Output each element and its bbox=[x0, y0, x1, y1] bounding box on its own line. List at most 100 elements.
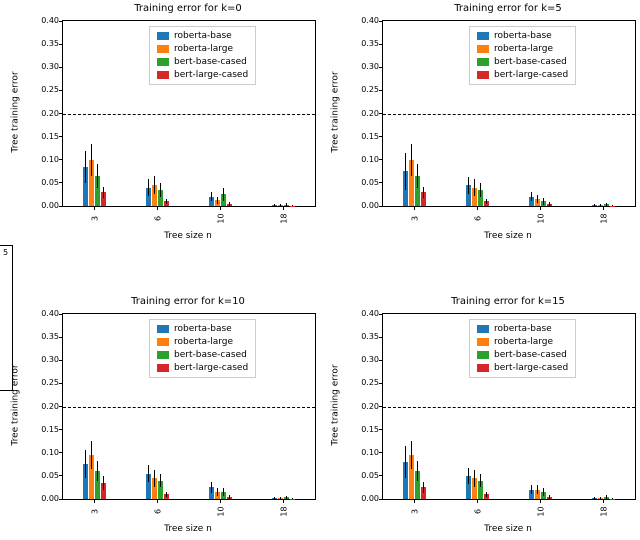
error-bar bbox=[549, 201, 550, 206]
y-tick-label: 0.40 bbox=[361, 309, 379, 318]
legend-swatch bbox=[477, 58, 489, 66]
cropped-legend-text: 5 bbox=[2, 248, 9, 257]
x-tick-mark bbox=[477, 499, 478, 503]
error-bar bbox=[594, 203, 595, 206]
x-tick-label: 3 bbox=[90, 508, 99, 515]
bar bbox=[402, 462, 408, 499]
bar bbox=[471, 187, 477, 206]
legend-entry: roberta-base bbox=[157, 324, 248, 334]
y-axis-label: Tree training error bbox=[10, 71, 21, 153]
x-tick-label: 10 bbox=[536, 506, 545, 517]
y-tick-mark bbox=[379, 498, 383, 500]
y-tick-label: 0.35 bbox=[41, 39, 59, 49]
error-bar bbox=[417, 164, 418, 188]
error-bar bbox=[543, 197, 544, 206]
error-bar bbox=[103, 475, 104, 490]
plot-area: 0.00 0.05 0.10 0.15 0.20 0.25 0.30 0.35 0.40 3 6 10… bbox=[361, 16, 636, 224]
y-tick-mark bbox=[379, 313, 383, 315]
plot-area: 0.00 0.05 0.10 0.15 0.20 0.25 0.30 0.35 0.40 3 6 10… bbox=[41, 16, 316, 224]
subplot-title: Training error for k=15 bbox=[451, 296, 565, 307]
y-tick-label: 0.05 bbox=[41, 470, 59, 480]
legend-swatch bbox=[477, 325, 489, 333]
legend-swatch bbox=[477, 45, 489, 53]
subplot-title: Training error for k=5 bbox=[454, 3, 562, 14]
error-bar bbox=[405, 152, 406, 190]
error-bar bbox=[423, 481, 424, 493]
legend-swatch bbox=[157, 32, 169, 40]
subplot-k5: Training error for k=5 Tree training err… bbox=[320, 0, 640, 250]
y-tick-label: 0.10 bbox=[41, 154, 59, 164]
legend-label: bert-base-cased bbox=[174, 57, 247, 67]
y-tick-label: 0.30 bbox=[41, 62, 59, 72]
threshold-line bbox=[63, 113, 315, 115]
error-bar bbox=[154, 469, 155, 487]
y-tick-label: 0.15 bbox=[41, 424, 59, 434]
legend-entry: bert-base-cased bbox=[157, 57, 248, 67]
y-tick-mark bbox=[379, 475, 383, 477]
legend-entry: bert-base-cased bbox=[157, 350, 248, 360]
legend-label: bert-large-cased bbox=[174, 70, 249, 80]
x-tick-mark bbox=[157, 499, 158, 503]
y-tick-mark bbox=[59, 89, 63, 91]
legend-swatch bbox=[477, 364, 489, 372]
y-axis-label: Tree training error bbox=[330, 71, 341, 153]
y-tick-label: 0.10 bbox=[41, 447, 59, 457]
legend-swatch bbox=[477, 338, 489, 346]
error-bar bbox=[280, 204, 281, 206]
error-bar bbox=[223, 488, 224, 496]
legend: roberta-base roberta-large bert-base-cased… bbox=[469, 319, 577, 378]
y-tick-mark bbox=[379, 159, 383, 161]
x-tick-mark bbox=[94, 206, 95, 210]
error-bar bbox=[612, 498, 613, 500]
error-bar bbox=[600, 497, 601, 499]
y-tick-mark bbox=[59, 113, 63, 114]
bar bbox=[414, 471, 420, 499]
y-tick-label: 0.25 bbox=[41, 85, 59, 95]
error-bar bbox=[423, 186, 424, 198]
x-tick-label: 10 bbox=[216, 506, 225, 517]
y-tick-mark bbox=[59, 498, 63, 500]
x-tick-label: 10 bbox=[216, 213, 225, 224]
x-axis-label: Tree size n bbox=[164, 231, 212, 241]
y-tick-mark bbox=[379, 89, 383, 91]
y-tick-mark bbox=[379, 205, 383, 207]
legend-swatch bbox=[157, 325, 169, 333]
error-bar bbox=[537, 195, 538, 203]
error-bar bbox=[223, 187, 224, 202]
error-bar bbox=[606, 202, 607, 206]
y-tick-label: 0.20 bbox=[361, 401, 379, 411]
legend-label: bert-large-cased bbox=[494, 70, 569, 80]
x-tick-mark bbox=[414, 499, 415, 503]
y-tick-label: 0.30 bbox=[361, 62, 379, 72]
bar bbox=[477, 189, 483, 206]
legend-entry: bert-large-cased bbox=[157, 363, 248, 373]
cropped-legend-box: 5 bbox=[0, 245, 13, 391]
y-tick-mark bbox=[59, 359, 63, 361]
error-bar bbox=[537, 485, 538, 495]
error-bar bbox=[148, 179, 149, 196]
subplot-k0: Training error for k=0 Tree training err… bbox=[0, 0, 320, 250]
bar bbox=[145, 473, 151, 499]
error-bar bbox=[229, 494, 230, 499]
error-bar bbox=[531, 192, 532, 202]
error-bar bbox=[274, 497, 275, 499]
y-axis-label: Tree training error bbox=[330, 364, 341, 446]
error-bar bbox=[154, 175, 155, 195]
error-bar bbox=[486, 198, 487, 205]
y-tick-mark bbox=[59, 429, 63, 431]
x-tick-mark bbox=[220, 206, 221, 210]
legend-entry: roberta-large bbox=[157, 44, 248, 54]
error-bar bbox=[280, 497, 281, 499]
x-tick-mark bbox=[603, 206, 604, 210]
error-bar bbox=[85, 150, 86, 183]
y-tick-mark bbox=[59, 313, 63, 315]
x-tick-label: 18 bbox=[279, 506, 288, 517]
y-tick-mark bbox=[379, 182, 383, 184]
y-tick-label: 0.10 bbox=[361, 447, 379, 457]
legend-swatch bbox=[157, 71, 169, 79]
legend-label: bert-base-cased bbox=[494, 57, 567, 67]
plot-area: 0.00 0.05 0.10 0.15 0.20 0.25 0.30 0.35 0.40 3 6 10… bbox=[361, 309, 636, 517]
subplot-k10: Training error for k=10 Tree training er… bbox=[0, 293, 320, 540]
error-bar bbox=[292, 498, 293, 500]
error-bar bbox=[91, 143, 92, 176]
